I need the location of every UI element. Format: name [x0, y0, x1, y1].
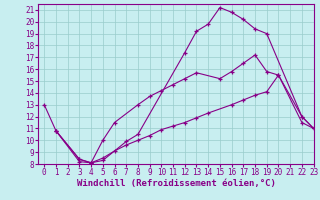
X-axis label: Windchill (Refroidissement éolien,°C): Windchill (Refroidissement éolien,°C) [76, 179, 276, 188]
